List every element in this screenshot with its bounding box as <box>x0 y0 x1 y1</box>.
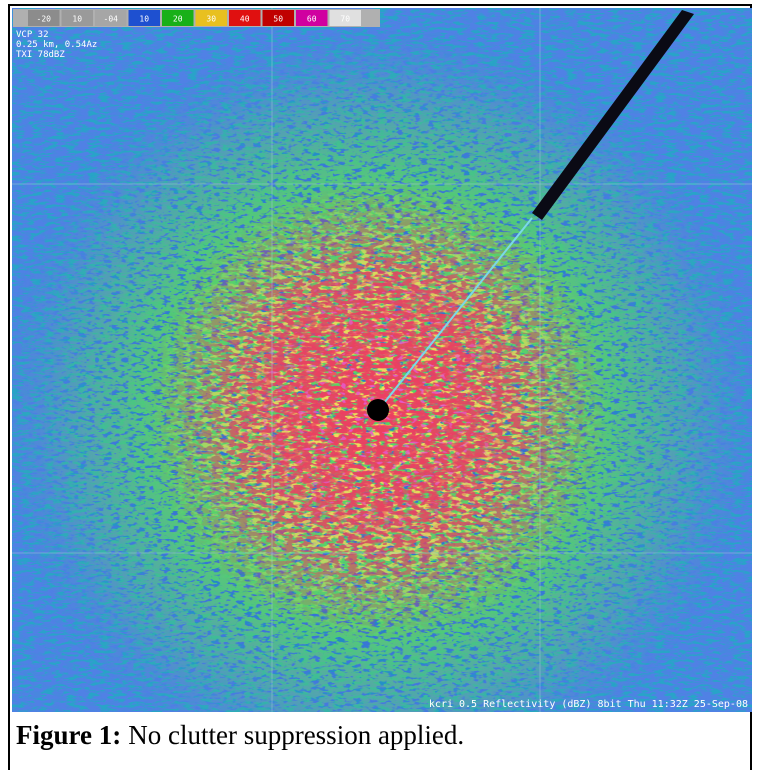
color-bar-label: 30 <box>206 15 216 24</box>
color-bar-label: 20 <box>173 15 183 24</box>
radar-site <box>367 399 389 421</box>
color-bar-label: -20 <box>37 15 52 24</box>
color-bar: -20 10 -04 10 20 30 40 50 60 70 <box>13 9 380 27</box>
overlay-text: 0.25 km, 0.54Az <box>16 40 97 50</box>
caption-text: No clutter suppression applied. <box>128 720 464 750</box>
overlay-text: VCP 32 <box>16 30 49 40</box>
color-bar-label: 60 <box>307 15 317 24</box>
overlay-text: TXI 78dBZ <box>16 50 65 60</box>
radar-image: -20 10 -04 10 20 30 40 50 60 70 VCP 32 0.25 km, 0… <box>12 8 752 712</box>
color-bar-label: 70 <box>340 15 350 24</box>
color-bar-label: 10 <box>139 15 149 24</box>
page: -20 10 -04 10 20 30 40 50 60 70 VCP 32 0.25 km, 0… <box>0 0 757 770</box>
color-bar-label: 50 <box>273 15 283 24</box>
color-bar-label: 10 <box>72 15 82 24</box>
footer-text: kcri 0.5 Reflectivity (dBZ) 8bit Thu 11:… <box>429 699 748 710</box>
figure-caption: Figure 1:No clutter suppression applied. <box>16 720 464 751</box>
color-bar-label: -04 <box>104 15 119 24</box>
caption-label: Figure 1: <box>16 720 121 750</box>
magenta-echo <box>12 8 752 712</box>
color-bar-label: 40 <box>240 15 250 24</box>
